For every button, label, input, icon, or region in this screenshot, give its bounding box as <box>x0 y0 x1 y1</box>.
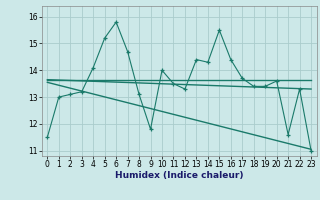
X-axis label: Humidex (Indice chaleur): Humidex (Indice chaleur) <box>115 171 244 180</box>
